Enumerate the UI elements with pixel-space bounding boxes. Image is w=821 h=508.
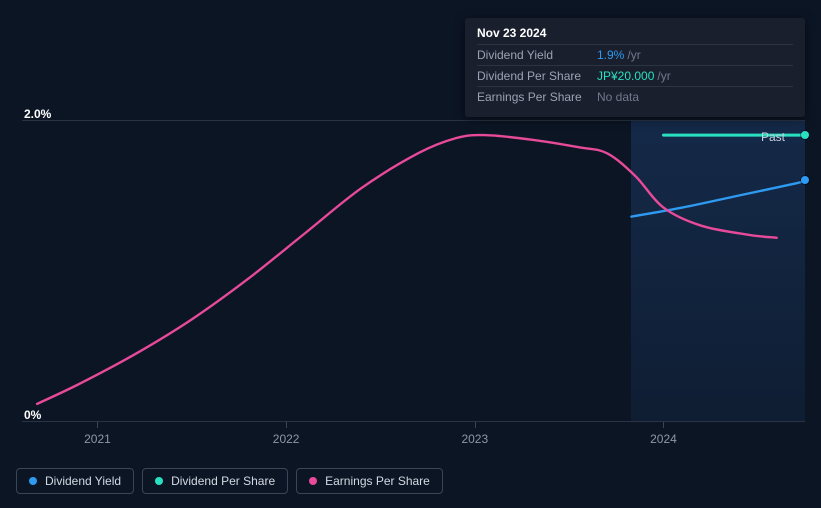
tooltip-row-label: Dividend Per Share — [477, 69, 597, 83]
legend: Dividend Yield Dividend Per Share Earnings… — [16, 468, 443, 494]
tooltip-row-label: Earnings Per Share — [477, 90, 597, 104]
legend-item-label: Dividend Yield — [45, 474, 121, 488]
tooltip-row-suffix: /yr — [657, 69, 670, 83]
x-tick-label: 2022 — [273, 432, 300, 446]
x-tick — [475, 422, 476, 428]
data-tooltip: Nov 23 2024 Dividend Yield1.9%/yrDividen… — [465, 18, 805, 117]
legend-item-earnings_per_share[interactable]: Earnings Per Share — [296, 468, 443, 494]
tooltip-row-value: 1.9% — [597, 48, 624, 62]
tooltip-date: Nov 23 2024 — [477, 26, 793, 44]
tooltip-row-label: Dividend Yield — [477, 48, 597, 62]
series-earnings_per_share — [37, 135, 777, 404]
y-tick-min-label: 0% — [24, 408, 41, 422]
x-tick — [97, 422, 98, 428]
tooltip-row: Dividend Per ShareJP¥20.000/yr — [477, 65, 793, 86]
series-end-marker-dividend_per_share — [801, 131, 809, 139]
x-axis: 2021 2022 2023 2024 — [22, 422, 805, 452]
series-svg — [22, 120, 805, 422]
x-tick-label: 2021 — [84, 432, 111, 446]
x-tick — [286, 422, 287, 428]
legend-dot-icon — [309, 477, 317, 485]
legend-item-dividend_yield[interactable]: Dividend Yield — [16, 468, 134, 494]
tooltip-rows: Dividend Yield1.9%/yrDividend Per ShareJ… — [477, 44, 793, 107]
x-tick-label: 2023 — [461, 432, 488, 446]
legend-dot-icon — [29, 477, 37, 485]
tooltip-row-suffix: /yr — [627, 48, 640, 62]
past-label: Past — [761, 130, 785, 144]
plot-area — [22, 120, 805, 422]
x-tick-label: 2024 — [650, 432, 677, 446]
legend-dot-icon — [155, 477, 163, 485]
legend-item-dividend_per_share[interactable]: Dividend Per Share — [142, 468, 288, 494]
legend-item-label: Earnings Per Share — [325, 474, 430, 488]
legend-item-label: Dividend Per Share — [171, 474, 275, 488]
tooltip-row: Dividend Yield1.9%/yr — [477, 44, 793, 65]
series-end-marker-dividend_yield — [801, 176, 809, 184]
tooltip-row-value: No data — [597, 90, 639, 104]
y-tick-max-label: 2.0% — [24, 107, 51, 121]
tooltip-row: Earnings Per ShareNo data — [477, 86, 793, 107]
series-dividend_yield — [631, 180, 805, 216]
x-tick — [663, 422, 664, 428]
tooltip-row-value: JP¥20.000 — [597, 69, 654, 83]
